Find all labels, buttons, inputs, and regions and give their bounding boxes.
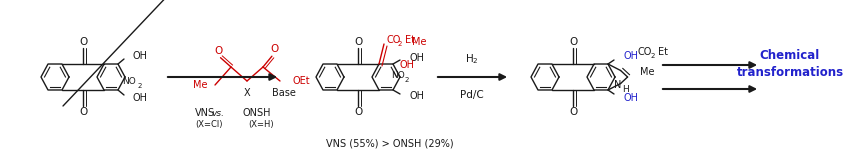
Text: 2: 2 [405, 77, 409, 83]
Text: Et: Et [658, 47, 667, 57]
Text: OH: OH [132, 51, 147, 61]
Text: O: O [79, 107, 87, 117]
Text: OH: OH [409, 91, 424, 101]
Text: Me: Me [640, 67, 654, 77]
Text: OH: OH [624, 51, 639, 61]
Text: NO: NO [122, 77, 136, 86]
Text: CO: CO [386, 35, 401, 45]
Text: VNS (55%) > ONSH (29%): VNS (55%) > ONSH (29%) [326, 138, 454, 148]
Text: Chemical: Chemical [760, 49, 820, 62]
Text: (X=H): (X=H) [248, 121, 273, 129]
Text: O: O [214, 46, 223, 56]
Text: CO: CO [637, 47, 652, 57]
Text: NO: NO [391, 71, 405, 80]
Text: (X=Cl): (X=Cl) [195, 121, 223, 129]
Text: OH: OH [624, 93, 639, 103]
Text: 2: 2 [138, 83, 143, 89]
Text: Base: Base [272, 88, 296, 98]
Text: VNS: VNS [195, 108, 215, 118]
Text: 2: 2 [398, 41, 402, 47]
Text: OEt: OEt [292, 76, 310, 86]
Text: OH: OH [132, 93, 147, 103]
Text: transformations: transformations [736, 65, 844, 78]
Text: Me: Me [412, 37, 427, 47]
Text: vs.: vs. [212, 108, 224, 118]
Text: O: O [568, 37, 577, 47]
Text: Pd/C: Pd/C [460, 90, 484, 100]
Text: O: O [353, 37, 362, 47]
Text: H: H [623, 86, 630, 95]
Text: Et: Et [405, 35, 415, 45]
Text: N: N [614, 80, 622, 90]
Text: O: O [568, 107, 577, 117]
Text: X: X [243, 88, 250, 98]
Text: H$_2$: H$_2$ [465, 52, 479, 66]
Text: OH: OH [399, 60, 414, 70]
Text: Me: Me [193, 80, 207, 90]
Text: OH: OH [409, 53, 424, 63]
Text: ONSH: ONSH [242, 108, 271, 118]
Text: O: O [353, 107, 362, 117]
Text: O: O [79, 37, 87, 47]
Text: O: O [271, 44, 279, 54]
Text: 2: 2 [650, 53, 654, 59]
